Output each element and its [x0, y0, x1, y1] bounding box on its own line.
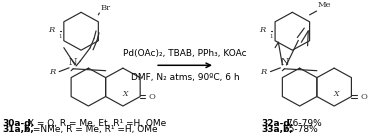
Text: X: X: [334, 90, 339, 98]
Text: Pd(OAc)₂, TBAB, PPh₃, KOAc: Pd(OAc)₂, TBAB, PPh₃, KOAc: [123, 49, 247, 58]
Text: 76-79%: 76-79%: [284, 119, 321, 128]
Text: N: N: [280, 58, 289, 67]
Text: R: R: [49, 68, 55, 76]
Text: 33a,b,: 33a,b,: [262, 125, 294, 134]
Text: 1: 1: [58, 34, 62, 39]
Text: O: O: [148, 92, 155, 101]
Text: R: R: [260, 68, 267, 76]
Text: X = O, R = Me, Et, R¹ =H, OMe: X = O, R = Me, Et, R¹ =H, OMe: [25, 119, 166, 128]
Text: X: X: [122, 90, 127, 98]
Text: 1: 1: [269, 34, 273, 39]
Text: N: N: [69, 58, 77, 67]
Text: 30a-d,: 30a-d,: [3, 119, 34, 128]
Text: Me: Me: [318, 1, 331, 9]
Text: O: O: [360, 92, 367, 101]
Text: X =NMe, R = Me, R¹ =H, OMe: X =NMe, R = Me, R¹ =H, OMe: [21, 125, 157, 134]
Text: R: R: [48, 26, 54, 34]
Text: DMF, N₂ atms, 90ºC, 6 h: DMF, N₂ atms, 90ºC, 6 h: [131, 73, 240, 82]
Text: 32a-d,: 32a-d,: [262, 119, 294, 128]
Text: Br: Br: [100, 4, 111, 12]
Text: 75-78%: 75-78%: [280, 125, 318, 134]
Text: R: R: [259, 26, 265, 34]
Text: 31a,b,: 31a,b,: [3, 125, 34, 134]
